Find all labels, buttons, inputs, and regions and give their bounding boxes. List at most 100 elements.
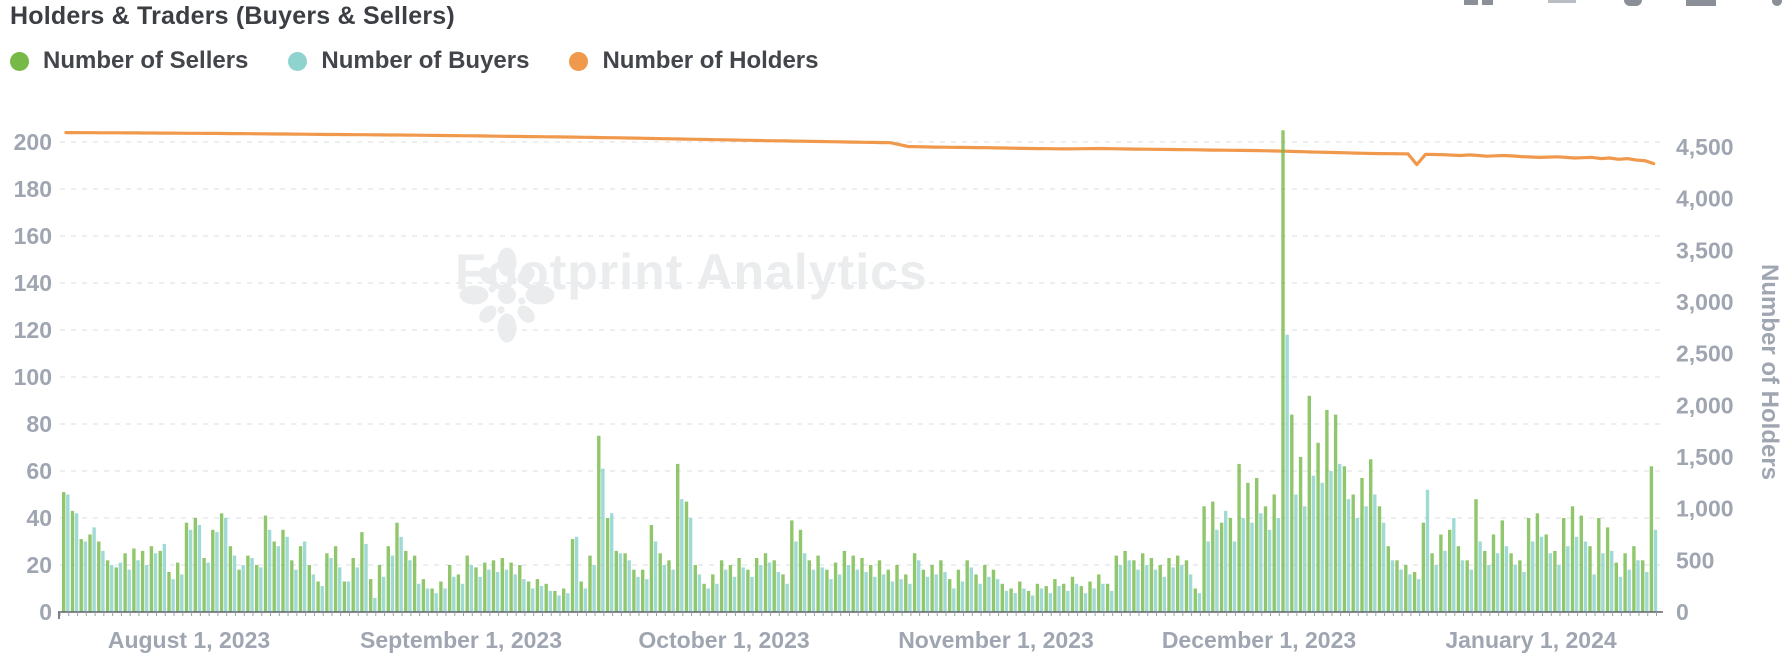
cropped-icon-2[interactable] [1548,0,1576,3]
bar-sellers [781,574,785,612]
bar-buyers [645,579,649,612]
bar-buyers [820,567,824,612]
bar-buyers [671,569,675,612]
bar-sellers [562,588,566,612]
bar-buyers [241,565,245,612]
legend-item-buyers[interactable]: Number of Buyers [288,47,529,75]
bar-sellers [904,574,908,612]
bar-sellers [1176,555,1180,612]
bar-sellers [1597,518,1601,612]
y-left-tick-label: 140 [14,270,52,296]
bar-sellers [965,560,969,612]
sellers-bars[interactable] [62,130,1654,613]
bar-buyers [934,574,938,612]
x-tick-label: November 1, 2023 [898,627,1094,653]
bar-buyers [1136,569,1140,612]
bar-buyers [610,513,614,612]
bar-sellers [1009,588,1013,612]
bar-buyers [522,579,526,612]
y-right-axis-title: Number of Holders [1756,264,1783,480]
bar-buyers [750,576,754,613]
bar-sellers [1430,553,1434,613]
bar-buyers [653,541,658,612]
buyers-bars[interactable] [66,334,1658,613]
bar-sellers [1465,560,1469,612]
bar-sellers [491,560,496,612]
bar-buyers [1592,574,1596,612]
bar-buyers [1066,590,1070,613]
cropped-icon-3[interactable] [1624,0,1642,6]
bar-sellers [395,522,399,612]
bar-buyers [136,560,140,612]
bar-sellers [939,560,943,612]
legend-item-holders[interactable]: Number of Holders [569,47,818,75]
bar-buyers [1338,463,1342,612]
y-right-tick-label: 500 [1676,547,1714,573]
bar-buyers [162,543,166,613]
bar-buyers [627,560,631,612]
y-left-tick-label: 100 [14,364,52,390]
bar-sellers [70,510,75,612]
bar-buyers [92,527,96,612]
bar-buyers [759,565,763,612]
bar-sellers [509,562,513,612]
bar-buyers [1294,494,1298,612]
bar-sellers [1562,518,1566,612]
y-right-tick-label: 1,500 [1676,444,1734,470]
bar-buyers [662,565,666,612]
cropped-icon-5[interactable] [1772,0,1782,6]
bar-sellers [298,546,303,612]
bar-buyers [74,513,79,612]
bar-sellers [658,553,662,613]
bar-sellers [1395,560,1399,612]
bar-buyers [320,586,324,612]
bar-sellers [842,550,847,612]
bar-sellers [886,569,890,612]
bar-buyers [390,555,395,612]
bar-buyers [960,581,965,613]
bar-buyers [811,569,816,612]
bar-sellers [807,560,811,612]
y-axis-left: 0 20 40 60 80 100 120 140 160 180 200 [14,129,52,625]
bar-sellers [1228,518,1233,612]
bar-buyers [1188,574,1193,612]
bar-sellers [623,553,627,613]
bar-buyers [1303,506,1307,613]
bar-sellers [895,565,899,612]
bar-buyers [688,518,693,612]
bar-sellers [105,560,110,612]
y-right-tick-label: 0 [1676,599,1689,625]
bar-sellers [255,565,259,612]
y-left-tick-label: 20 [26,552,52,578]
bar-sellers [667,560,671,612]
bar-sellers [833,562,838,612]
bar-buyers [434,593,438,612]
holders-line[interactable] [64,131,1656,167]
bar-sellers [772,560,776,612]
bar-sellers [860,558,864,613]
y-left-tick-label: 60 [26,458,52,484]
bar-buyers [776,572,780,612]
y-left-tick-label: 40 [26,505,52,531]
bar-buyers [1250,522,1254,612]
bar-buyers [1513,565,1517,612]
legend-item-sellers[interactable]: Number of Sellers [10,47,248,75]
bar-buyers [785,583,789,612]
bar-sellers [1377,506,1382,613]
bar-sellers [1632,546,1636,612]
bar-buyers [1074,583,1079,612]
cropped-icon-4[interactable] [1686,0,1716,6]
bar-buyers [890,581,895,613]
cropped-icon-1[interactable] [1464,0,1478,5]
bar-sellers [1018,581,1022,613]
bar-buyers [1522,572,1526,612]
bar-sellers [281,529,285,613]
bar-buyers [66,494,70,612]
bar-sellers [1062,583,1066,612]
bar-sellers [1132,560,1136,612]
bar-buyers [1390,560,1395,612]
bar-sellers [702,583,706,612]
bar-sellers [1246,482,1250,613]
bar-sellers [307,565,311,612]
